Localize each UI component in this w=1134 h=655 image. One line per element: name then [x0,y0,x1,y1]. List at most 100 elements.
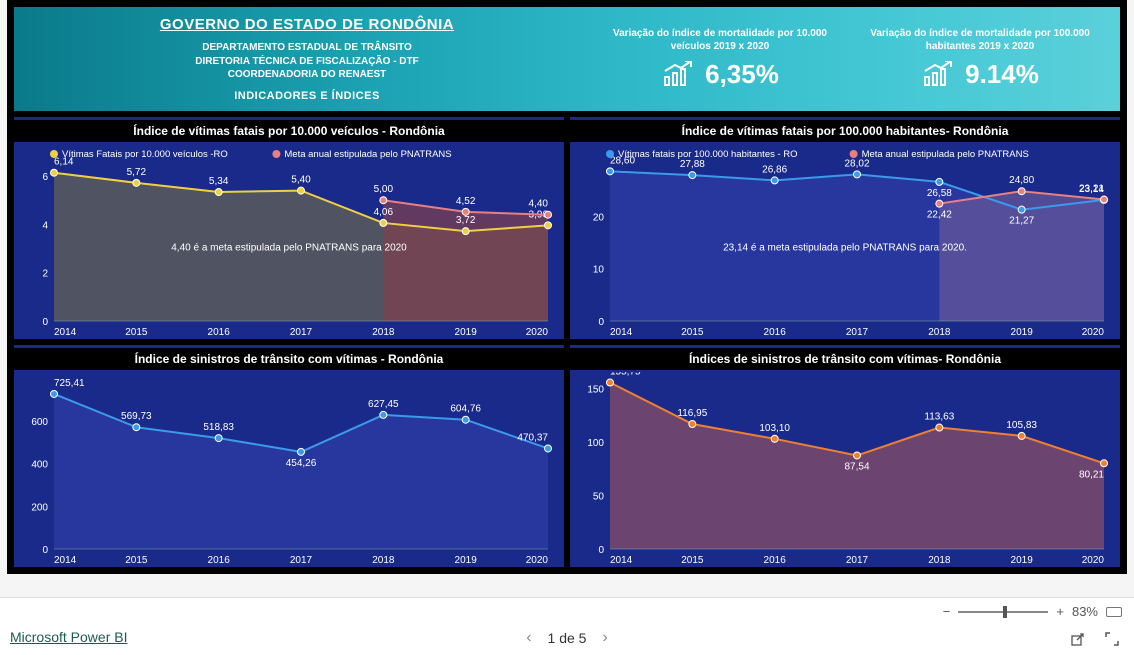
kpi-mortality-vehicles: Variação do índice de mortalidade por 10… [600,28,840,90]
share-icon[interactable] [1070,631,1086,647]
svg-text:5,72: 5,72 [127,167,147,178]
header-indicators: INDICADORES E ÍNDICES [34,90,580,102]
svg-text:Vítimas Fatais por 10.000 veíc: Vítimas Fatais por 10.000 veículos -RO [62,149,228,160]
svg-text:725,41: 725,41 [54,378,85,389]
svg-text:2020: 2020 [1082,327,1105,338]
svg-text:2015: 2015 [681,555,704,566]
svg-text:470,37: 470,37 [517,432,548,443]
svg-text:2018: 2018 [928,327,951,338]
svg-text:10: 10 [593,265,605,276]
svg-text:50: 50 [593,492,605,503]
svg-text:105,83: 105,83 [1006,420,1037,431]
chart-fatalities-vehicles[interactable]: Índice de vítimas fatais por 10.000 veíc… [13,116,565,340]
chart-accidents-index[interactable]: Índice de sinistros de trânsito com víti… [13,344,565,568]
svg-text:0: 0 [598,545,604,556]
svg-text:2020: 2020 [526,327,549,338]
svg-text:3,72: 3,72 [456,215,476,226]
svg-text:5,40: 5,40 [291,175,311,186]
fullscreen-icon[interactable] [1104,631,1120,647]
svg-text:23,14 é a meta estipulada pelo: 23,14 é a meta estipulada pelo PNATRANS … [723,242,967,253]
svg-text:87,54: 87,54 [844,461,869,472]
footer-bar: − + 83% Microsoft Power BI ‹ 1 de 5 › [0,597,1134,655]
svg-text:2015: 2015 [125,327,148,338]
svg-text:6: 6 [42,172,48,183]
svg-text:4,40: 4,40 [529,199,549,210]
svg-text:2017: 2017 [290,327,313,338]
powerbi-link[interactable]: Microsoft Power BI [10,629,127,645]
svg-text:2016: 2016 [208,327,231,338]
svg-text:26,58: 26,58 [927,188,952,199]
header-banner: GOVERNO DO ESTADO DE RONDÔNIA DEPARTAMEN… [13,6,1121,112]
svg-text:2018: 2018 [372,327,395,338]
svg-text:2015: 2015 [681,327,704,338]
svg-text:0: 0 [598,317,604,328]
svg-text:2018: 2018 [928,555,951,566]
page-indicator: 1 de 5 [548,630,587,646]
chart-fatalities-habitants[interactable]: Índice de vítimas fatais por 100.000 hab… [569,116,1121,340]
svg-text:2019: 2019 [1011,555,1034,566]
prev-page-button[interactable]: ‹ [526,629,531,647]
svg-text:2016: 2016 [764,555,787,566]
svg-text:400: 400 [31,460,48,471]
chart-up-icon [921,61,957,89]
next-page-button[interactable]: › [602,629,607,647]
svg-text:113,63: 113,63 [924,412,954,423]
svg-text:24,80: 24,80 [1009,175,1034,186]
zoom-value: 83% [1072,604,1098,619]
svg-text:2017: 2017 [846,327,869,338]
svg-text:Meta anual estipulada pelo PNA: Meta anual estipulada pelo PNATRANS [284,149,451,160]
svg-text:627,45: 627,45 [368,399,399,410]
svg-text:20: 20 [593,212,605,223]
svg-text:2014: 2014 [54,327,77,338]
svg-text:2: 2 [42,269,48,280]
svg-text:150: 150 [587,385,604,396]
svg-text:4: 4 [42,220,48,231]
svg-text:80,21: 80,21 [1079,469,1104,480]
svg-text:600: 600 [31,417,48,428]
svg-text:0: 0 [42,545,48,556]
svg-text:2014: 2014 [610,555,633,566]
kpi-mortality-habitants: Variação do índice de mortalidade por 10… [860,28,1100,90]
svg-text:4,40 é a meta estipulada pelo: 4,40 é a meta estipulada pelo PNATRANS p… [171,242,407,253]
svg-text:21,27: 21,27 [1009,216,1034,227]
svg-text:2014: 2014 [610,327,633,338]
svg-text:2015: 2015 [125,555,148,566]
svg-text:569,73: 569,73 [121,411,152,422]
zoom-in-button[interactable]: + [1056,604,1064,619]
header-title: GOVERNO DO ESTADO DE RONDÔNIA [34,16,580,33]
svg-text:2019: 2019 [455,327,478,338]
svg-text:116,95: 116,95 [677,408,707,419]
svg-text:0: 0 [42,317,48,328]
svg-text:26,86: 26,86 [762,164,787,175]
svg-text:2020: 2020 [1082,555,1105,566]
svg-text:5,34: 5,34 [209,176,229,187]
svg-text:28,02: 28,02 [844,158,869,169]
svg-text:2016: 2016 [764,327,787,338]
svg-text:604,76: 604,76 [450,404,481,415]
svg-text:2019: 2019 [1011,327,1034,338]
svg-text:2017: 2017 [846,555,869,566]
header-subtitle: DEPARTAMENTO ESTADUAL DE TRÂNSITO DIRETO… [34,41,580,82]
svg-text:2019: 2019 [455,555,478,566]
svg-text:2017: 2017 [290,555,313,566]
svg-text:155,75: 155,75 [610,372,641,378]
svg-text:100: 100 [587,438,604,449]
svg-text:2016: 2016 [208,555,231,566]
chart-up-icon [661,61,697,89]
svg-text:5,00: 5,00 [374,184,394,195]
svg-text:Meta anual estipulada pelo PNA: Meta anual estipulada pelo PNATRANS [862,149,1029,160]
svg-text:4,52: 4,52 [456,196,476,207]
svg-text:518,83: 518,83 [203,422,234,433]
svg-text:2014: 2014 [54,555,77,566]
zoom-slider[interactable] [958,611,1048,613]
svg-text:27,88: 27,88 [680,159,705,170]
svg-text:Vítimas fatais por 100.000 hab: Vítimas fatais por 100.000 habitantes - … [618,149,798,160]
fit-to-page-icon[interactable] [1106,607,1122,617]
svg-text:22,42: 22,42 [927,210,952,221]
chart-accidents-indices[interactable]: Índices de sinistros de trânsito com vít… [569,344,1121,568]
zoom-out-button[interactable]: − [943,604,951,619]
svg-text:23,21: 23,21 [1079,184,1104,195]
svg-text:2020: 2020 [526,555,549,566]
svg-text:103,10: 103,10 [759,423,790,434]
svg-text:4,06: 4,06 [374,207,394,218]
